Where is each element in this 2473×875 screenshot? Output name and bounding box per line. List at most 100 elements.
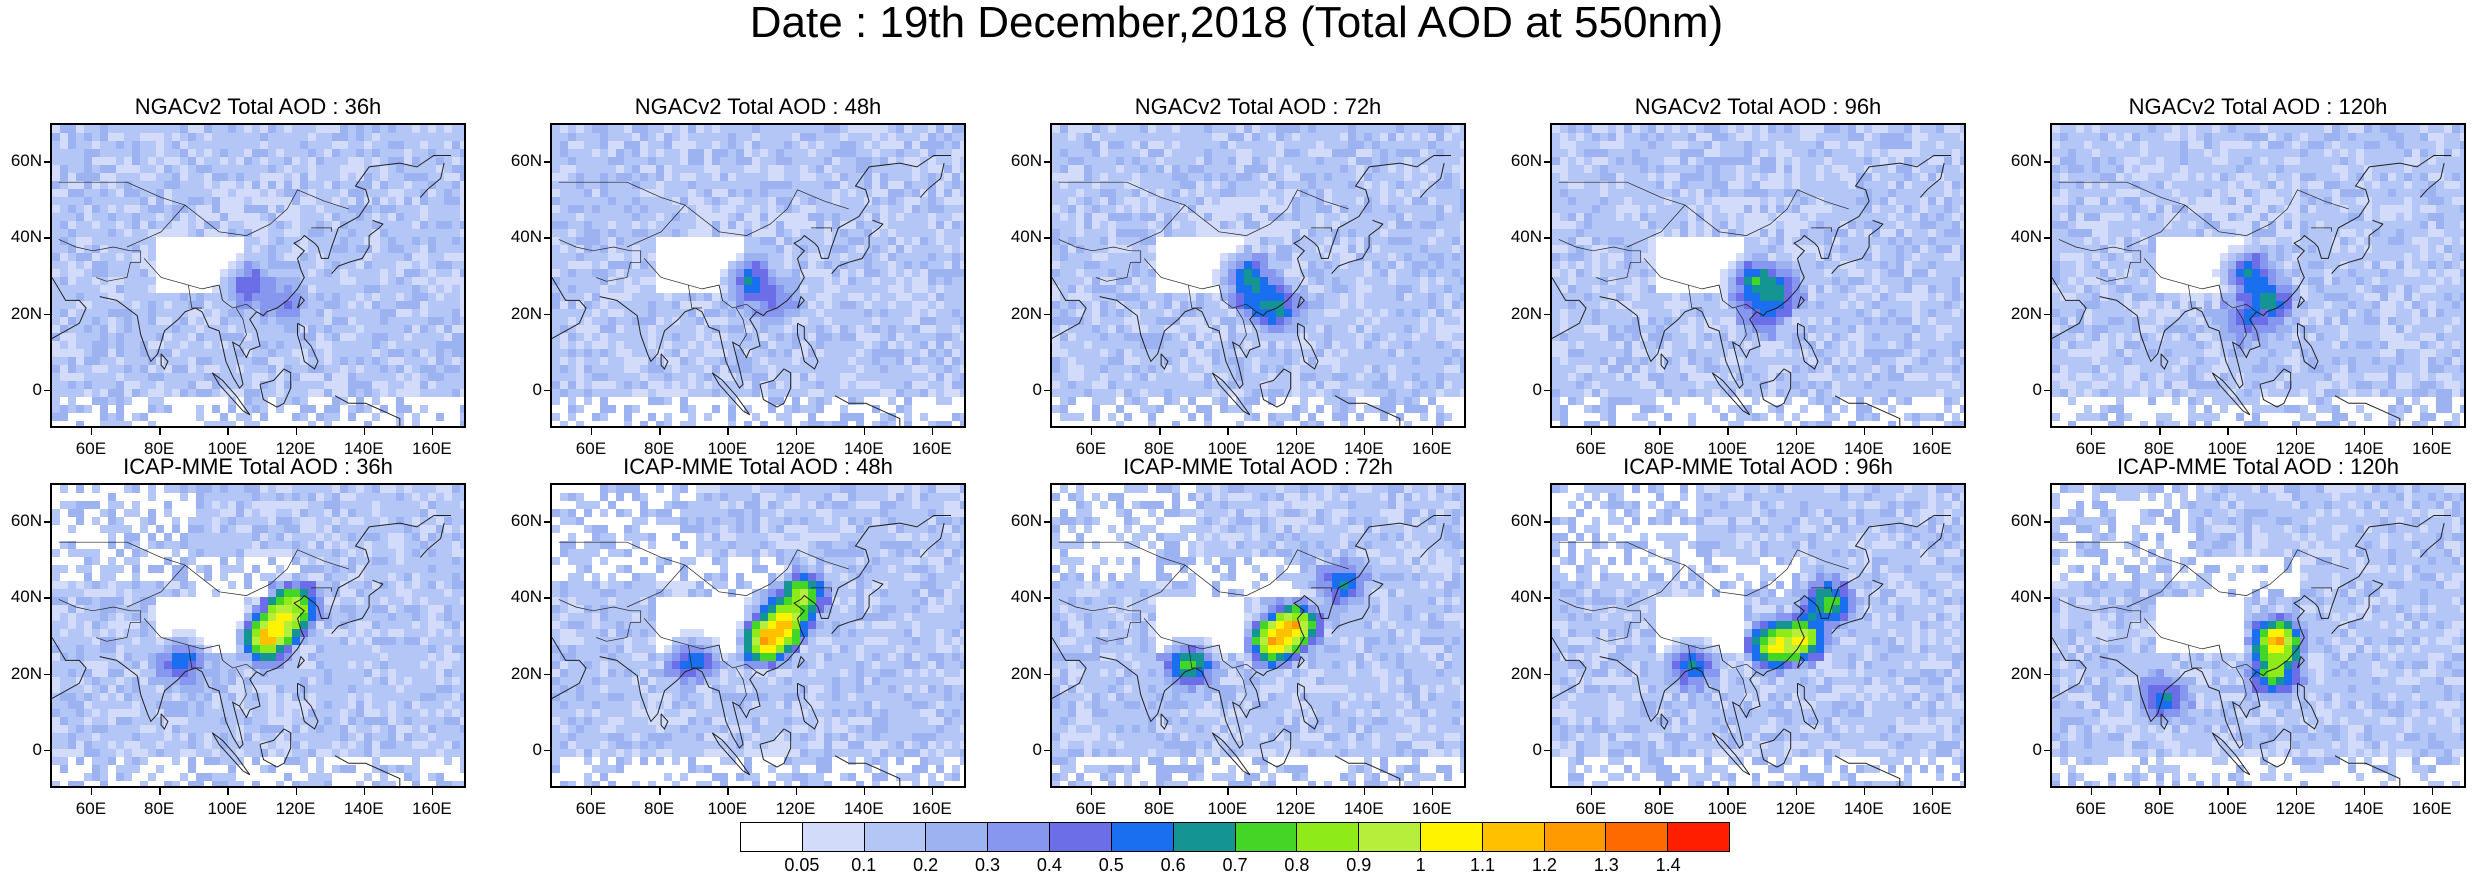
lon-tick	[2364, 788, 2366, 795]
panel-title: ICAP-MME Total AOD : 96h	[1550, 455, 1966, 479]
lat-tick	[544, 674, 550, 676]
panel-title: ICAP-MME Total AOD : 120h	[2050, 455, 2466, 479]
lat-label: 0	[2002, 741, 2042, 759]
colorbar-label: 1.2	[1514, 856, 1574, 874]
lon-tick	[591, 428, 593, 435]
lon-tick	[2296, 788, 2298, 795]
lat-tick	[1544, 161, 1550, 163]
lon-tick	[91, 428, 93, 435]
colorbar-label: 0.05	[772, 856, 832, 874]
lon-tick	[1932, 428, 1934, 435]
panel-title: NGACv2 Total AOD : 36h	[50, 95, 466, 119]
lat-label: 40N	[2002, 588, 2042, 606]
lon-tick	[2091, 428, 2093, 435]
lat-tick	[1044, 237, 1050, 239]
lon-tick	[1296, 428, 1298, 435]
lat-tick	[544, 521, 550, 523]
lon-tick	[227, 788, 229, 795]
aod-map	[50, 483, 466, 788]
lat-label: 40N	[2002, 228, 2042, 246]
colorbar-box	[1174, 823, 1236, 851]
colorbar-box	[988, 823, 1050, 851]
lon-label: 160E	[1902, 800, 1962, 818]
lon-tick	[159, 428, 161, 435]
lon-label: 120E	[266, 800, 326, 818]
lon-tick	[727, 428, 729, 435]
lat-tick	[544, 597, 550, 599]
panel-title: ICAP-MME Total AOD : 36h	[50, 455, 466, 479]
lat-label: 40N	[1002, 228, 1042, 246]
lat-tick	[1544, 521, 1550, 523]
lat-tick	[544, 750, 550, 752]
lat-label: 0	[1502, 381, 1542, 399]
lon-tick	[227, 428, 229, 435]
lon-label: 60E	[561, 800, 621, 818]
lat-label: 40N	[2, 588, 42, 606]
lon-tick	[591, 788, 593, 795]
lat-label: 60N	[2002, 152, 2042, 170]
colorbar-label: 0.3	[958, 856, 1018, 874]
lat-label: 0	[1002, 741, 1042, 759]
lon-label: 60E	[1061, 800, 1121, 818]
lat-tick	[544, 161, 550, 163]
lon-tick	[1796, 428, 1798, 435]
lon-tick	[932, 428, 934, 435]
lat-tick	[1544, 390, 1550, 392]
panel-title: NGACv2 Total AOD : 48h	[550, 95, 966, 119]
lat-label: 20N	[2, 665, 42, 683]
colorbar-label: 1.1	[1453, 856, 1513, 874]
lon-tick	[159, 788, 161, 795]
lon-label: 100E	[197, 800, 257, 818]
lat-label: 0	[1002, 381, 1042, 399]
lat-tick	[2044, 750, 2050, 752]
lon-label: 120E	[766, 800, 826, 818]
lat-tick	[544, 314, 550, 316]
lon-tick	[1432, 788, 1434, 795]
lat-label: 20N	[502, 665, 542, 683]
colorbar-box	[865, 823, 927, 851]
lon-tick	[796, 788, 798, 795]
lat-label: 20N	[1502, 305, 1542, 323]
lat-label: 20N	[1002, 305, 1042, 323]
lat-label: 0	[2, 741, 42, 759]
lat-tick	[1044, 390, 1050, 392]
lat-label: 0	[1502, 741, 1542, 759]
lon-label: 160E	[2402, 800, 2462, 818]
colorbar-box	[741, 823, 803, 851]
colorbar-label: 0.5	[1081, 856, 1141, 874]
lon-label: 140E	[1834, 800, 1894, 818]
aod-map	[2050, 123, 2466, 428]
lat-label: 60N	[1502, 512, 1542, 530]
lat-tick	[1044, 314, 1050, 316]
lat-label: 0	[502, 741, 542, 759]
lon-tick	[1091, 788, 1093, 795]
lon-tick	[364, 428, 366, 435]
lon-label: 120E	[1266, 800, 1326, 818]
lon-tick	[91, 788, 93, 795]
lon-tick	[2432, 788, 2434, 795]
lon-tick	[932, 788, 934, 795]
lon-label: 80E	[629, 800, 689, 818]
lon-label: 100E	[1697, 800, 1757, 818]
lat-label: 20N	[1502, 665, 1542, 683]
lon-tick	[1727, 428, 1729, 435]
colorbar-label: 1.4	[1638, 856, 1698, 874]
lat-label: 20N	[1002, 665, 1042, 683]
colorbar-label: 0.1	[834, 856, 894, 874]
lon-label: 80E	[1629, 800, 1689, 818]
colorbar-label: 0.7	[1205, 856, 1265, 874]
panel-title: ICAP-MME Total AOD : 48h	[550, 455, 966, 479]
lon-tick	[2227, 788, 2229, 795]
lat-label: 60N	[502, 512, 542, 530]
lon-tick	[1159, 788, 1161, 795]
lat-tick	[44, 237, 50, 239]
lon-tick	[296, 788, 298, 795]
lon-tick	[2296, 428, 2298, 435]
colorbar-label: 0.9	[1329, 856, 1389, 874]
aod-map	[1550, 483, 1966, 788]
lon-tick	[659, 788, 661, 795]
colorbar-label: 0.8	[1267, 856, 1327, 874]
lat-label: 0	[502, 381, 542, 399]
